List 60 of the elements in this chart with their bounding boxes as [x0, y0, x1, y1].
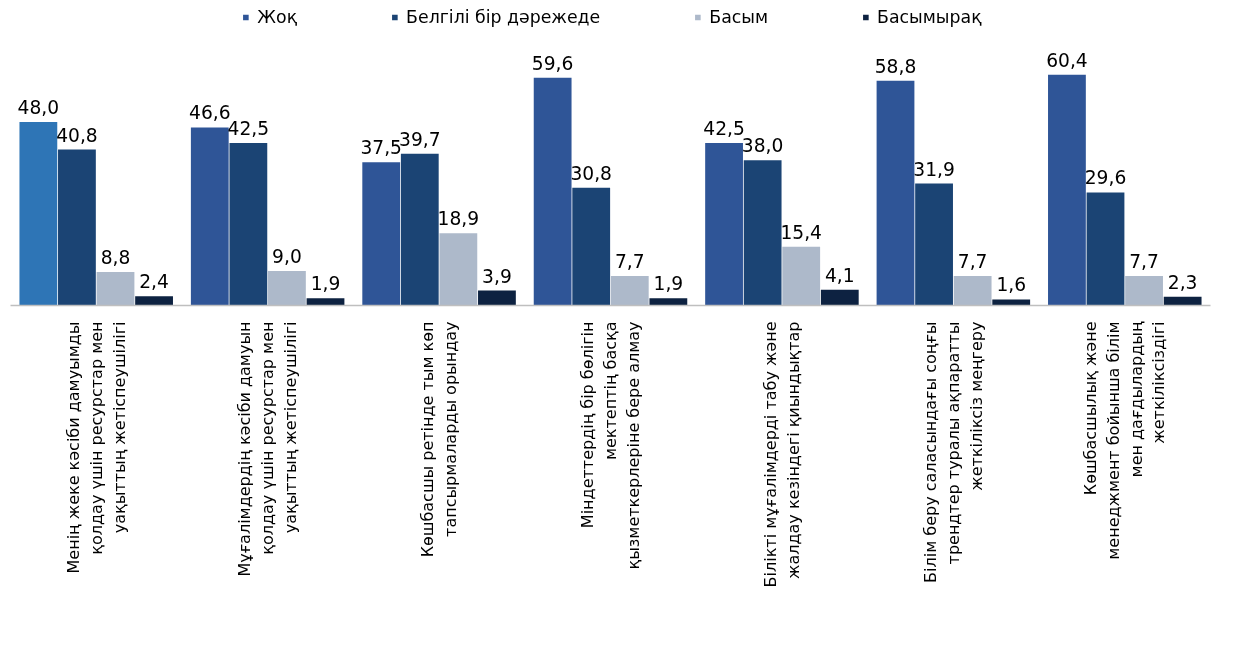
data-label: 37,5: [360, 137, 402, 159]
bar: [992, 299, 1031, 306]
bar: [705, 143, 743, 306]
data-label: 3,9: [482, 265, 512, 287]
bar: [1048, 74, 1086, 306]
data-label: 15,4: [780, 221, 822, 243]
bar: [135, 296, 173, 306]
bar: [1163, 296, 1202, 306]
bar: [362, 162, 401, 306]
data-label: 29,6: [1084, 167, 1127, 189]
data-label: 7,7: [957, 251, 988, 273]
data-label: 1,6: [996, 274, 1027, 296]
data-label: 2,3: [1167, 271, 1198, 293]
bar: [229, 143, 268, 306]
legend-label: Жоқ: [257, 7, 298, 27]
bar: [19, 122, 58, 306]
bar: [1086, 192, 1125, 306]
bar: [876, 80, 915, 306]
bar: [743, 160, 782, 306]
bar: [190, 127, 229, 306]
bar: [58, 149, 96, 306]
bar: [610, 276, 649, 306]
x-tick-label: Білікті мұғалімдерді табу және жалдау кезіндегі қиындықтар: [761, 321, 803, 588]
data-label: 31,9: [913, 158, 955, 180]
data-label: 2,4: [139, 271, 169, 293]
x-tick-label: Білім беру саласындағы соңғы трендтер туралы ақпаратты жеткіліксіз меңгеру: [921, 321, 986, 583]
data-label: 4,1: [824, 264, 855, 286]
bar: [478, 290, 516, 306]
data-label: 40,8: [56, 124, 98, 146]
bar: [439, 233, 478, 306]
data-label: 9,0: [272, 246, 302, 268]
bar: [820, 289, 859, 306]
data-label: 7,7: [614, 251, 645, 273]
bar: [649, 298, 688, 306]
x-tick-label: Менің жеке кәсіби дамуымды қолдау үшін ресурстар мен уақыттың жетіспеушілігі: [63, 321, 129, 574]
bar: [915, 183, 953, 306]
data-label: 60,4: [1046, 49, 1088, 71]
data-label: 59,6: [531, 52, 574, 74]
bar: [96, 271, 135, 306]
legend-label: Басым: [709, 7, 769, 27]
bar: [572, 187, 611, 306]
data-label: 30,8: [570, 162, 612, 184]
data-label: 18,9: [437, 208, 480, 230]
data-label: 1,9: [310, 273, 341, 295]
bar: [533, 77, 572, 306]
data-label: 1,9: [653, 273, 684, 295]
x-tick-label: Көшбасшылық және менеджмент бойынша білім мен дағдылардың жеткіліксіздігі: [1081, 321, 1169, 560]
bar: [1125, 276, 1163, 306]
data-label: 48,0: [17, 97, 60, 119]
data-label: 58,8: [874, 55, 917, 77]
bar: [268, 271, 306, 306]
bar: [400, 153, 439, 306]
data-label: 8,8: [100, 246, 131, 268]
legend-label: Белгілі бір дәрежеде: [406, 7, 601, 27]
data-label: 7,7: [1129, 251, 1159, 273]
bar: [306, 298, 345, 306]
data-label: 39,7: [399, 128, 441, 150]
bar: [782, 246, 821, 306]
bar: [953, 276, 992, 306]
legend-label: Басымырақ: [877, 7, 982, 27]
